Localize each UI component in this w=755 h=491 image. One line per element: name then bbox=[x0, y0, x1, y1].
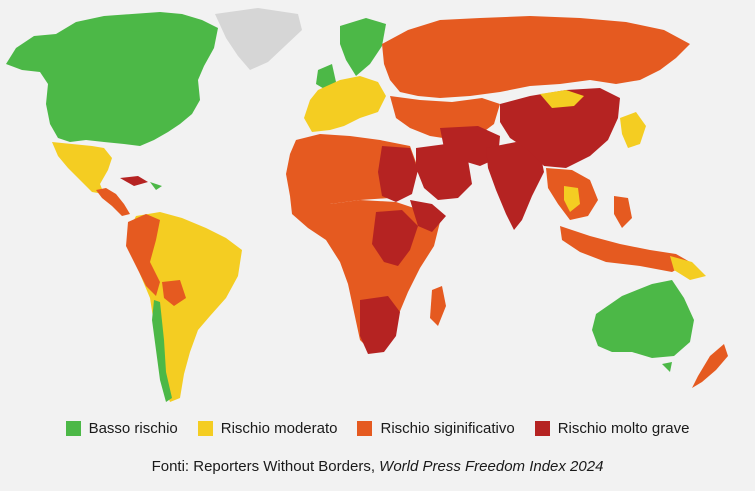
source-caption: Fonti: Reporters Without Borders, World … bbox=[0, 458, 755, 475]
region-southern-africa bbox=[360, 296, 400, 354]
legend-swatch-very-serious bbox=[534, 420, 550, 436]
legend-swatch-low bbox=[65, 420, 81, 436]
region-north-america bbox=[6, 12, 218, 146]
region-caribbean-east bbox=[150, 182, 162, 190]
region-papua bbox=[670, 256, 706, 280]
region-chile bbox=[152, 300, 172, 402]
region-new-zealand bbox=[692, 344, 728, 388]
legend-label-significant: Rischio siginificativo bbox=[380, 419, 515, 437]
region-australia bbox=[592, 280, 694, 358]
region-thailand bbox=[564, 186, 580, 212]
region-horn-africa bbox=[410, 200, 446, 232]
region-greenland bbox=[215, 8, 302, 70]
region-bolivia bbox=[162, 280, 186, 306]
region-uk-ireland bbox=[316, 64, 336, 90]
source-title: World Press Freedom Index 2024 bbox=[379, 458, 604, 475]
region-russia bbox=[382, 16, 690, 98]
region-europe-central bbox=[304, 76, 386, 132]
legend-label-very-serious: Rischio molto grave bbox=[557, 419, 690, 437]
world-map bbox=[6, 8, 728, 402]
legend-item-moderate: Rischio moderato bbox=[197, 419, 338, 437]
region-south-america-west bbox=[126, 214, 160, 296]
region-tasmania bbox=[662, 362, 672, 372]
region-madagascar bbox=[430, 286, 446, 326]
region-caribbean bbox=[120, 176, 148, 186]
legend-item-significant: Rischio siginificativo bbox=[357, 419, 515, 437]
legend-item-very-serious: Rischio molto grave bbox=[534, 419, 690, 437]
legend-swatch-significant bbox=[357, 420, 373, 436]
region-philippines bbox=[614, 196, 632, 228]
region-africa-dark bbox=[372, 210, 418, 266]
region-egypt-sudan bbox=[378, 146, 418, 202]
region-japan-korea bbox=[620, 112, 646, 148]
legend: Basso rischio Rischio moderato Rischio s… bbox=[0, 416, 755, 440]
region-south-america bbox=[128, 212, 242, 402]
region-mexico bbox=[52, 142, 112, 194]
region-central-america bbox=[96, 188, 130, 216]
source-prefix: Fonti: Reporters Without Borders, bbox=[151, 458, 380, 475]
region-mongolia bbox=[540, 90, 584, 108]
legend-label-moderate: Rischio moderato bbox=[220, 419, 338, 437]
region-europe-north bbox=[340, 18, 386, 76]
region-indonesia bbox=[560, 226, 690, 272]
legend-swatch-moderate bbox=[197, 420, 213, 436]
region-iran-pakistan bbox=[440, 126, 500, 166]
region-india bbox=[486, 142, 544, 230]
region-china bbox=[500, 88, 620, 168]
region-canada-islands bbox=[120, 18, 152, 32]
legend-item-low: Basso rischio bbox=[65, 419, 178, 437]
legend-label-low: Basso rischio bbox=[88, 419, 178, 437]
